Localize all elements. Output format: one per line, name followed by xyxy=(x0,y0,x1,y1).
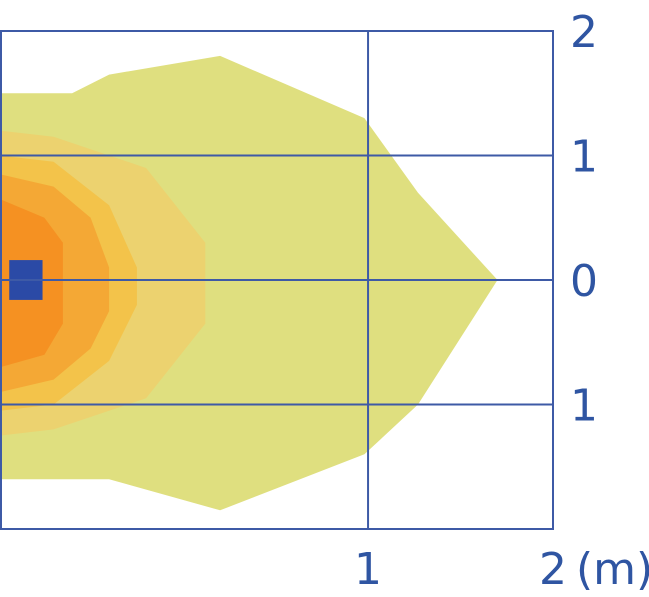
y-tick-label: 2 xyxy=(570,7,598,58)
y-tick-label: 0 xyxy=(570,256,598,307)
y-tick-label: 1 xyxy=(570,132,598,183)
contour-layer xyxy=(0,55,498,511)
plot-frame xyxy=(0,30,554,530)
y-tick-label: 1 xyxy=(570,381,598,432)
x-unit-label: (m) xyxy=(576,544,649,595)
x-tick-label: 2 xyxy=(539,544,567,595)
x-tick-label: 1 xyxy=(354,544,382,595)
tick-label-layer: 1 2 2 1 0 1 xyxy=(354,7,598,595)
